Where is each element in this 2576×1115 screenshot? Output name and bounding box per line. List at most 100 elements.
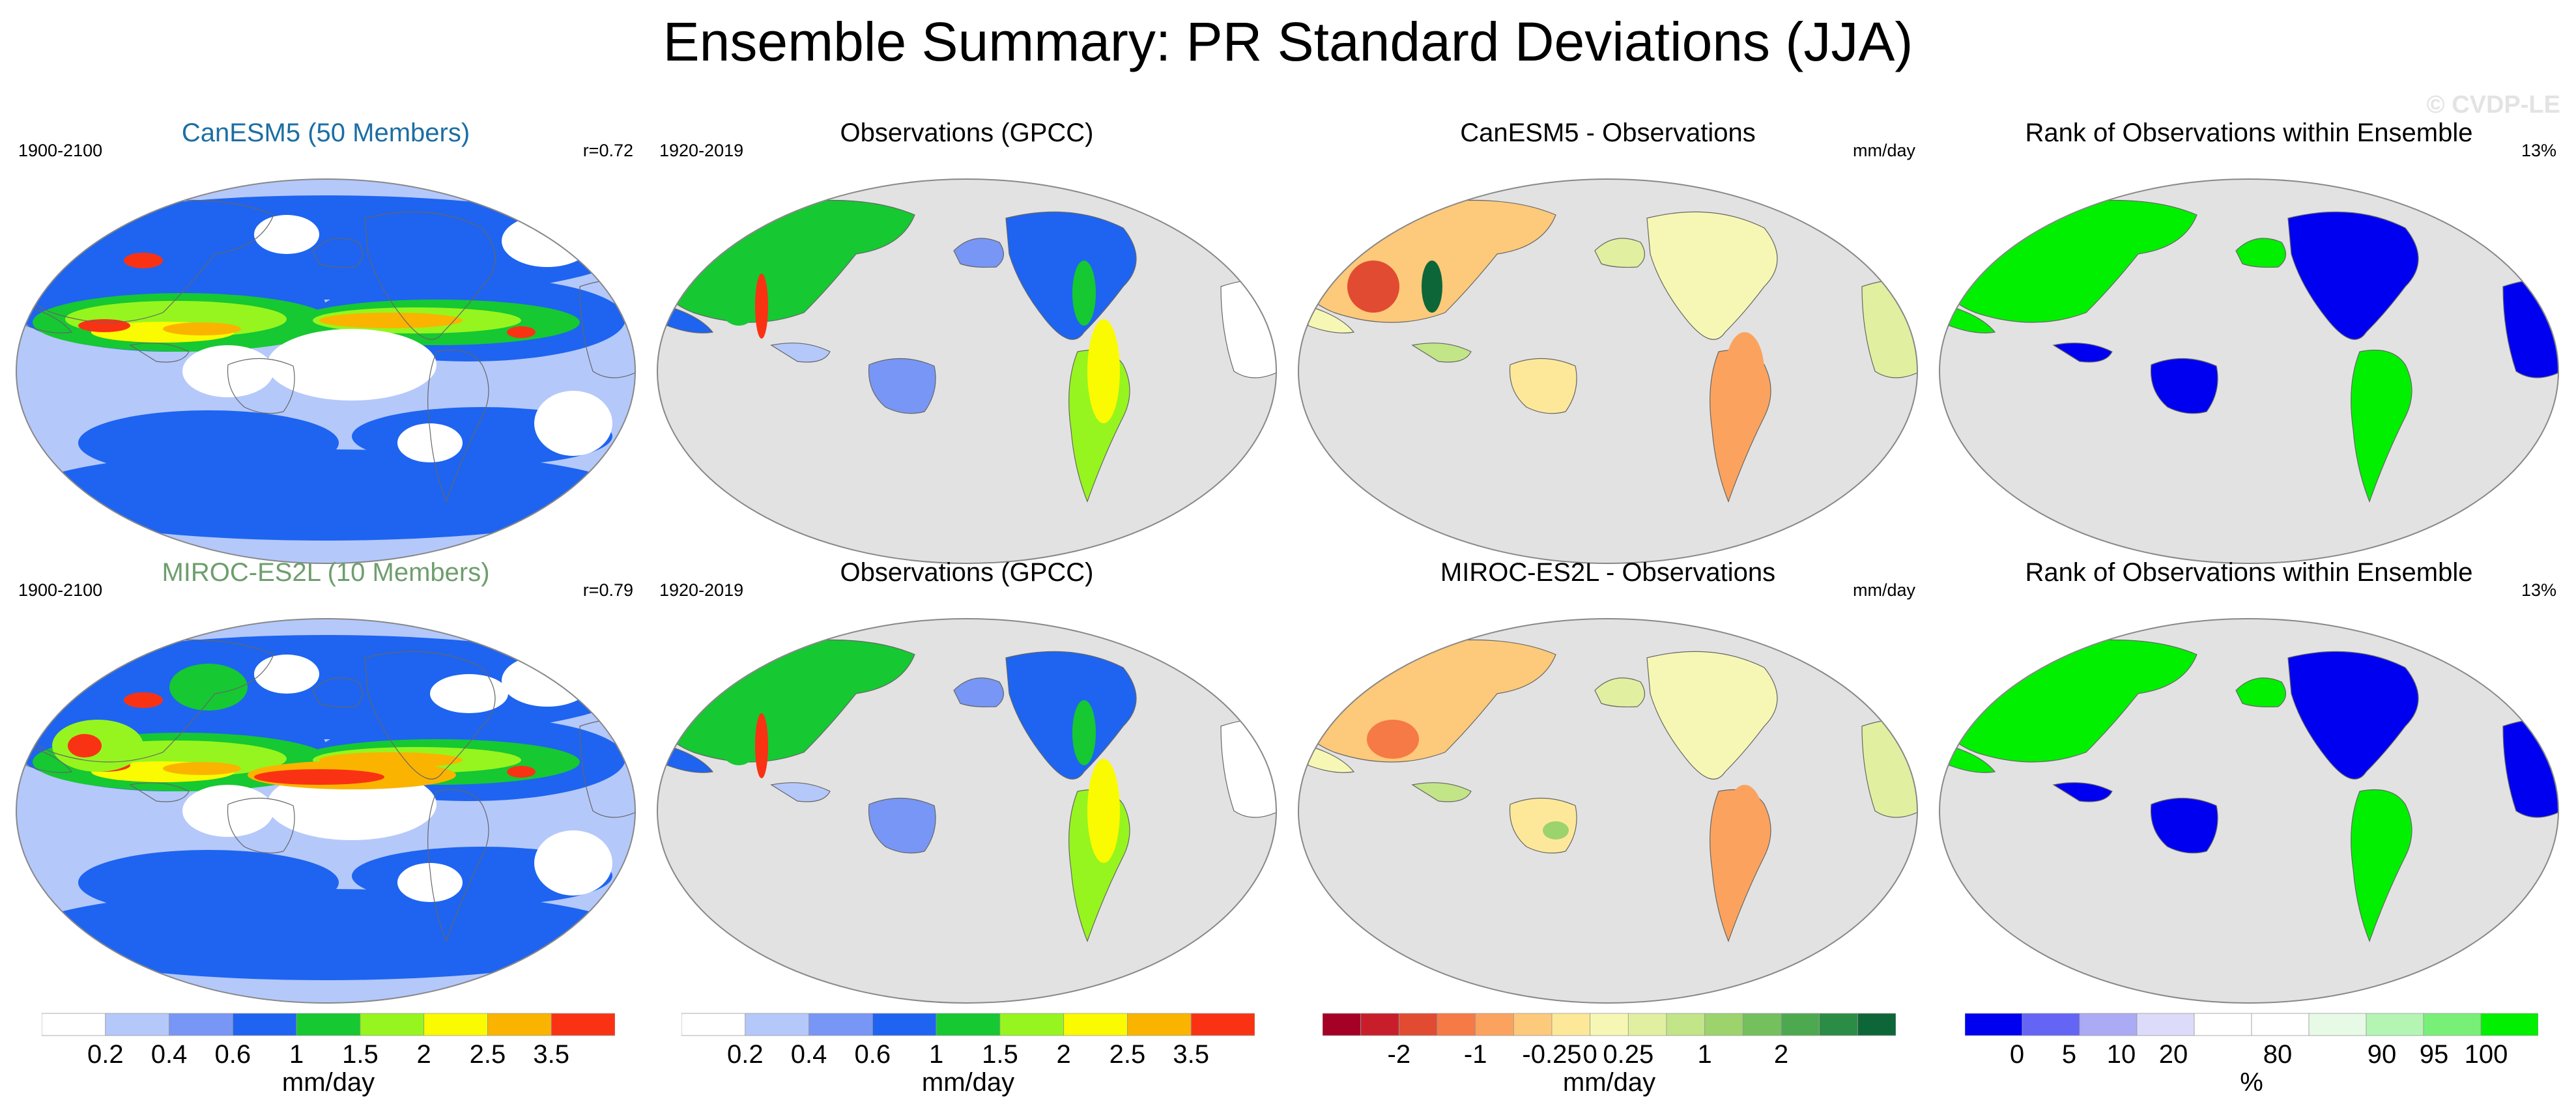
map-content xyxy=(1939,179,2558,563)
data-blob xyxy=(254,215,319,254)
colorbar-swatch xyxy=(1323,1013,1362,1036)
panel-title: Observations (GPCC) xyxy=(840,119,1094,147)
map-content xyxy=(16,179,635,563)
colorbar-tick-label: 2.5 xyxy=(1109,1040,1146,1067)
land-region xyxy=(2351,789,2412,942)
data-blob xyxy=(534,391,612,456)
colorbar-tick-label: 0 xyxy=(1583,1040,1597,1067)
land-region xyxy=(1509,797,1577,854)
land-region xyxy=(666,305,714,333)
data-blob xyxy=(163,762,241,775)
panel-miroc-es2l-minus-observations: MIROC-ES2L - Observations mm/day xyxy=(1295,557,1921,1026)
data-blob xyxy=(713,687,765,765)
figure-title: Ensemble Summary: PR Standard Deviations… xyxy=(663,11,1913,72)
map-miroc-es2l-ensemble-mean xyxy=(16,618,636,1004)
panel-title: MIROC-ES2L - Observations xyxy=(1440,558,1776,587)
data-blob xyxy=(254,655,319,694)
colorbar-swatch xyxy=(1398,1013,1438,1036)
panel-title: Rank of Observations within Ensemble xyxy=(2025,119,2473,147)
land-region xyxy=(2351,349,2412,503)
map-border xyxy=(1298,618,1918,1004)
colorbar-swatch xyxy=(2136,1013,2195,1036)
data-blob xyxy=(1087,759,1120,863)
colorbar-swatch xyxy=(2308,1013,2367,1036)
map-canesm5-ensemble-mean xyxy=(16,178,636,564)
colorbar-swatch xyxy=(1627,1013,1667,1036)
panel-title: CanESM5 - Observations xyxy=(1460,119,1756,147)
data-blob xyxy=(319,313,463,328)
coastline xyxy=(427,349,489,503)
colorbar-tick-label: 20 xyxy=(2159,1040,2188,1067)
colorbar-swatch xyxy=(1360,1013,1399,1036)
panel-rank-within-ensemble-1: Rank of Observations within Ensemble 13% xyxy=(1936,117,2562,586)
colorbar-tick-label: 0.25 xyxy=(1603,1040,1653,1067)
land-region xyxy=(2235,238,2286,268)
data-blob xyxy=(78,410,339,475)
data-blob xyxy=(1072,700,1096,765)
map-background xyxy=(1939,619,2558,1003)
map-content xyxy=(1298,179,1917,563)
land-region xyxy=(1308,745,1355,773)
colorbar-tick-label: -2 xyxy=(1388,1040,1411,1067)
land-region xyxy=(1411,343,1472,363)
colorbar-swatch xyxy=(487,1013,552,1036)
land-region xyxy=(770,343,831,363)
colorbar-tick-label: 0.4 xyxy=(151,1040,188,1067)
map-background xyxy=(657,619,1276,1003)
data-blob xyxy=(124,692,163,708)
map-border xyxy=(1939,618,2559,1004)
map-content xyxy=(657,619,1276,1003)
panel-canesm5-ensemble-mean: CanESM5 (50 Members) 1900-2100 r=0.72 xyxy=(13,117,638,586)
map-observations-gpcc-2 xyxy=(657,618,1277,1004)
land-region xyxy=(1005,211,1137,340)
data-blob xyxy=(1367,720,1419,759)
colorbar-swatch xyxy=(1063,1013,1128,1036)
land-region xyxy=(2052,343,2113,363)
period-label: 1900-2100 xyxy=(18,141,103,160)
colorbar-difference-swatches: -2 -1 -0.25 0 0.25 1 2 xyxy=(1323,1013,1896,1067)
colorbar-stddev-2-swatches: 0.2 0.4 0.6 1 1.5 2 2.5 3.5 xyxy=(681,1013,1255,1067)
colorbar-label: mm/day xyxy=(1562,1068,1656,1097)
colorbar-tick-label: 5 xyxy=(2062,1040,2076,1067)
colorbar-swatch xyxy=(232,1013,297,1036)
coastline xyxy=(427,789,489,942)
data-blob xyxy=(1543,821,1569,840)
land-region xyxy=(1949,745,1996,773)
percent-label: 13% xyxy=(2521,141,2556,160)
map-border xyxy=(657,178,1277,564)
data-blob xyxy=(534,830,612,896)
map-background xyxy=(1939,179,2558,563)
colorbar-stddev-2: 0.2 0.4 0.6 1 1.5 2 2.5 3.5 mm/day xyxy=(681,1008,1255,1099)
land-region xyxy=(868,797,936,854)
colorbar-swatch xyxy=(745,1013,809,1036)
colorbar-swatch xyxy=(1742,1013,1782,1036)
data-blob xyxy=(397,863,463,902)
colorbar-swatch xyxy=(2366,1013,2424,1036)
land-region xyxy=(953,677,1004,708)
map-observations-gpcc-1 xyxy=(657,178,1277,564)
data-blob xyxy=(755,713,768,778)
panel-title: Observations (GPCC) xyxy=(840,558,1094,587)
panel-miroc-es2l-ensemble-mean: MIROC-ES2L (10 Members) 1900-2100 r=0.79 xyxy=(13,557,638,1026)
colorbar-tick-label: 3.5 xyxy=(1173,1040,1209,1067)
land-region xyxy=(1594,238,1645,268)
land-region xyxy=(1308,305,1355,333)
colorbar-swatch xyxy=(1704,1013,1743,1036)
map-border xyxy=(16,178,636,564)
coastline xyxy=(227,797,295,854)
coastline xyxy=(25,745,73,773)
colorbar-swatch xyxy=(1127,1013,1192,1036)
colorbar-tick-label: 1.5 xyxy=(982,1040,1018,1067)
map-background xyxy=(1298,619,1917,1003)
land-region xyxy=(2150,358,2218,414)
land-region xyxy=(2150,797,2218,854)
correlation-label: r=0.72 xyxy=(582,141,633,160)
colorbar-swatch xyxy=(42,1013,106,1036)
land-region xyxy=(1646,211,1778,340)
colorbar-tick-label: 1.5 xyxy=(342,1040,379,1067)
land-region xyxy=(1646,651,1778,780)
colorbar-tick-label: 90 xyxy=(2368,1040,2397,1067)
colorbar-swatch xyxy=(2251,1013,2310,1036)
colorbar-swatch xyxy=(809,1013,873,1036)
colorbar-tick-label: 3.5 xyxy=(533,1040,569,1067)
